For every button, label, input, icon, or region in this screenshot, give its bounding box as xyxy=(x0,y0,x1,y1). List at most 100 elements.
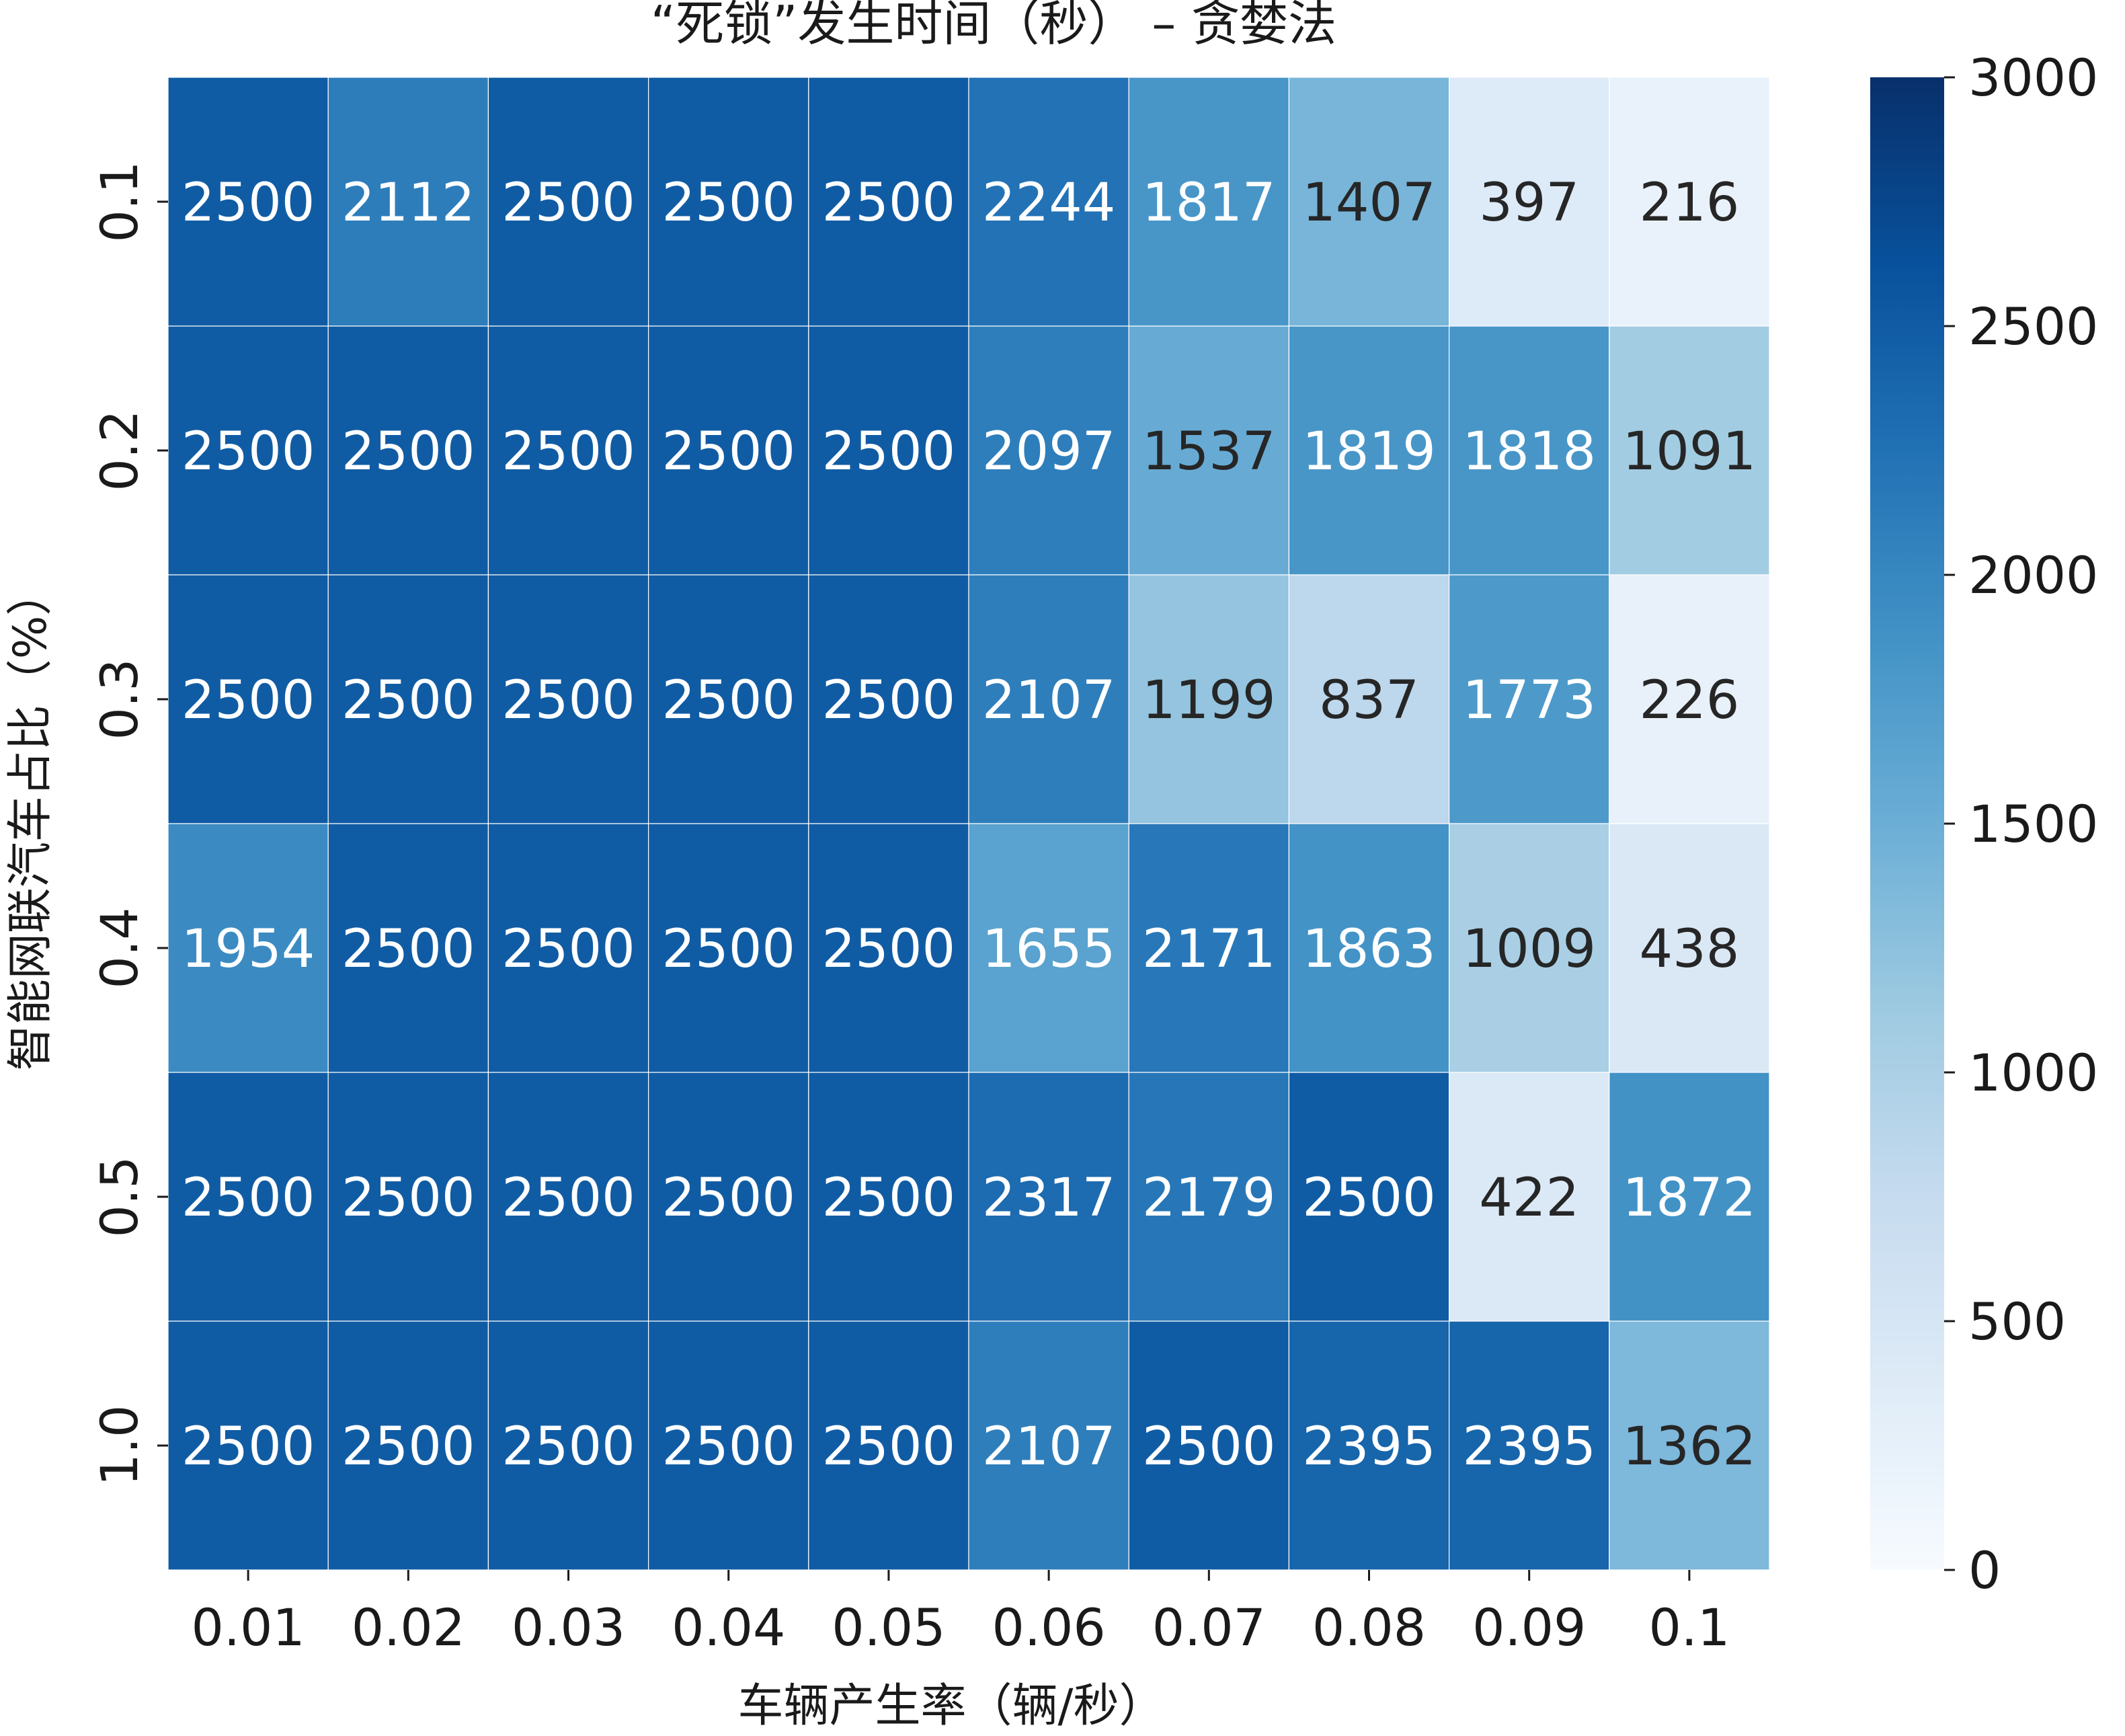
cell-value-label: 216 xyxy=(1639,173,1739,233)
heatmap-cell-labels: 2500 2112 2500 2500 2500 2244 1817 1407 397 216 25… xyxy=(182,173,1756,1477)
cell-value-label: 2500 xyxy=(182,1168,315,1228)
cell-value-label: 2500 xyxy=(661,919,795,980)
heatmap-cell xyxy=(968,77,1129,327)
cell-value-label: 2500 xyxy=(502,1168,635,1228)
cell-value-label: 2500 xyxy=(661,1417,795,1477)
cell-value-label: 1773 xyxy=(1462,670,1596,731)
heatmap-cell xyxy=(1288,823,1450,1073)
heatmap-cell xyxy=(968,1320,1129,1571)
cell-value-label: 226 xyxy=(1639,670,1739,731)
heatmap-cell xyxy=(1288,574,1450,824)
heatmap-cell xyxy=(1288,77,1450,327)
heatmap-cell xyxy=(327,325,489,576)
cell-value-label: 2500 xyxy=(661,670,795,731)
cell-value-label: 1817 xyxy=(1142,173,1276,233)
heatmap-cell xyxy=(1128,823,1289,1073)
cell-value-label: 837 xyxy=(1319,670,1419,731)
x-tick-label: 0.1 xyxy=(1648,1597,1730,1657)
heatmap-cell xyxy=(487,574,649,824)
cell-value-label: 1199 xyxy=(1142,670,1276,731)
cell-value-label: 1009 xyxy=(1462,919,1596,980)
y-axis-ticks: 0.1 0.2 0.3 0.4 0.5 1.0 xyxy=(89,161,168,1487)
cell-value-label: 2500 xyxy=(661,1168,795,1228)
heatmap-cell xyxy=(968,823,1129,1073)
cell-value-label: 2500 xyxy=(342,919,475,980)
heatmap-cell xyxy=(1288,325,1450,576)
cell-value-label: 2500 xyxy=(342,670,475,731)
y-tick-label: 0.3 xyxy=(89,659,149,740)
x-tick-label: 0.03 xyxy=(512,1597,625,1657)
colorbar-tick-label: 2000 xyxy=(1968,545,2098,605)
heatmap-cell xyxy=(808,823,969,1073)
cell-value-label: 1362 xyxy=(1623,1417,1757,1477)
cell-value-label: 1819 xyxy=(1302,422,1436,482)
cell-value-label: 2500 xyxy=(822,422,956,482)
cell-value-label: 2500 xyxy=(822,670,956,731)
heatmap-cell xyxy=(167,823,329,1073)
colorbar-tick-label: 0 xyxy=(1968,1540,2001,1600)
cell-value-label: 2500 xyxy=(822,173,956,233)
cell-value-label: 2500 xyxy=(502,173,635,233)
heatmap-cell xyxy=(647,1072,809,1322)
heatmap-cell xyxy=(1609,325,1770,576)
cell-value-label: 2171 xyxy=(1142,919,1276,980)
heatmap-cell xyxy=(487,325,649,576)
cell-value-label: 438 xyxy=(1639,919,1739,980)
cell-value-label: 2500 xyxy=(822,919,956,980)
cell-value-label: 1818 xyxy=(1462,422,1596,482)
x-tick-label: 0.07 xyxy=(1152,1597,1266,1657)
heatmap-cell xyxy=(1449,1320,1610,1571)
heatmap-cell xyxy=(1449,1072,1610,1322)
heatmap-cell xyxy=(167,574,329,824)
cell-value-label: 2500 xyxy=(182,1417,315,1477)
heatmap-cell xyxy=(1449,325,1610,576)
x-tick-label: 0.08 xyxy=(1312,1597,1426,1657)
cell-value-label: 2179 xyxy=(1142,1168,1276,1228)
heatmap-cell xyxy=(487,77,649,327)
cell-value-label: 2112 xyxy=(342,173,475,233)
heatmap-cell xyxy=(808,1072,969,1322)
x-tick-label: 0.02 xyxy=(352,1597,465,1657)
heatmap-cell xyxy=(968,1072,1129,1322)
colorbar-tick-label: 1500 xyxy=(1968,794,2098,854)
heatmap-cell xyxy=(1288,1072,1450,1322)
x-tick-label: 0.04 xyxy=(672,1597,785,1657)
colorbar-tick-label: 3000 xyxy=(1968,48,2098,108)
cell-value-label: 2500 xyxy=(182,422,315,482)
cell-value-label: 1954 xyxy=(182,919,315,980)
heatmap-cell xyxy=(1128,1320,1289,1571)
cell-value-label: 1407 xyxy=(1302,173,1436,233)
y-tick-label: 1.0 xyxy=(89,1405,149,1487)
heatmap-cell xyxy=(647,823,809,1073)
cell-value-label: 2395 xyxy=(1302,1417,1436,1477)
cell-value-label: 2500 xyxy=(502,919,635,980)
heatmap-cell xyxy=(1128,77,1289,327)
y-axis-label: 智能网联汽车占比（%） xyxy=(4,570,57,1071)
heatmap-cell xyxy=(968,325,1129,576)
y-tick-label: 0.4 xyxy=(89,908,149,989)
heatmap-cell xyxy=(808,1320,969,1571)
colorbar-tick-label: 1000 xyxy=(1968,1043,2098,1103)
cell-value-label: 2500 xyxy=(182,173,315,233)
heatmap-cell xyxy=(647,77,809,327)
cell-value-label: 1872 xyxy=(1623,1168,1757,1228)
heatmap-cell xyxy=(1609,1072,1770,1322)
heatmap-cell xyxy=(327,574,489,824)
heatmap-cell xyxy=(968,574,1129,824)
heatmap-cell xyxy=(647,325,809,576)
colorbar-tick-label: 2500 xyxy=(1968,297,2098,356)
y-tick-label: 0.2 xyxy=(89,410,149,491)
cell-value-label: 2107 xyxy=(982,670,1116,731)
heatmap-cell xyxy=(808,574,969,824)
heatmap-cell xyxy=(1609,574,1770,824)
x-axis-label: 车辆产生率（辆/秒） xyxy=(738,1680,1165,1733)
cell-value-label: 2395 xyxy=(1462,1417,1596,1477)
heatmap-cell xyxy=(808,77,969,327)
colorbar-gradient xyxy=(1870,77,1944,1570)
cell-value-label: 2500 xyxy=(1302,1168,1436,1228)
cell-value-label: 2500 xyxy=(182,670,315,731)
x-tick-label: 0.01 xyxy=(191,1597,305,1657)
cell-value-label: 1537 xyxy=(1142,422,1276,482)
cell-value-label: 1655 xyxy=(982,919,1116,980)
cell-value-label: 2500 xyxy=(661,422,795,482)
